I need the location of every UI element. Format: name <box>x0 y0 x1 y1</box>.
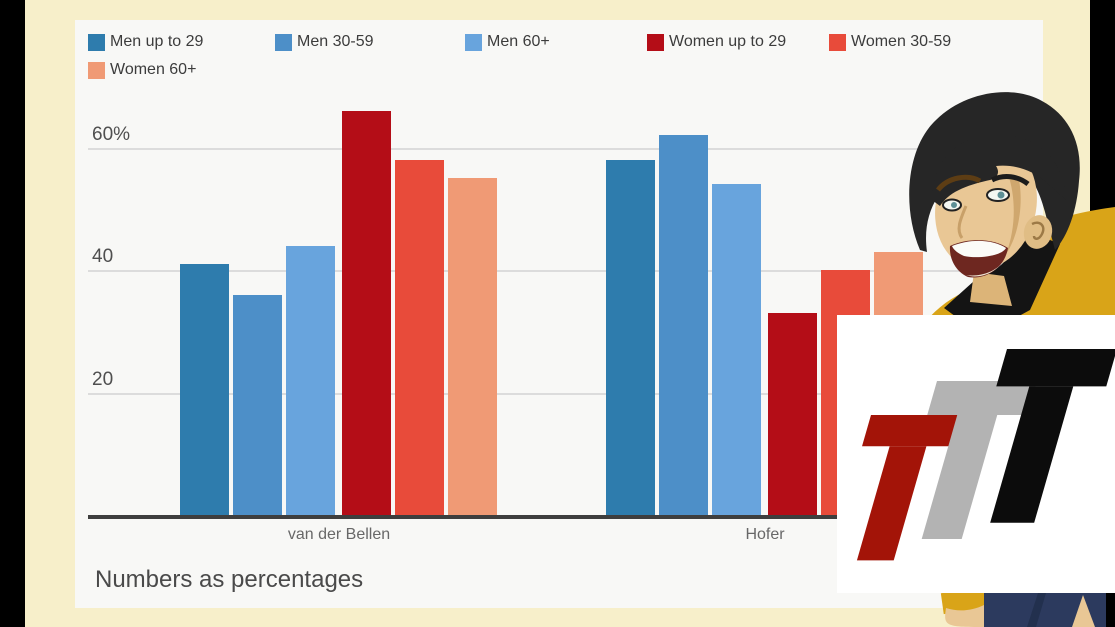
bar <box>448 178 497 515</box>
legend-swatch <box>88 33 105 51</box>
y-tick-label: 20 <box>92 368 114 390</box>
logo-letter-t <box>990 349 1115 523</box>
legend-label: Men 60+ <box>487 33 550 50</box>
bar <box>233 294 282 515</box>
x-axis-label: Hofer <box>745 526 785 543</box>
bar <box>606 159 655 515</box>
logo-watermark-box <box>837 315 1115 593</box>
legend-swatch <box>275 33 292 51</box>
ttt-logo-icon <box>856 349 1115 561</box>
x-axis-line <box>88 515 1038 519</box>
y-tick-label: 60% <box>92 123 131 145</box>
legend-item: Men up to 29 <box>88 33 203 51</box>
bar <box>286 245 335 515</box>
legend-label: Men up to 29 <box>110 33 204 50</box>
legend-label: Women 60+ <box>110 61 197 78</box>
legend-swatch <box>465 33 482 51</box>
gridline <box>88 270 1038 272</box>
legend-swatch <box>647 33 664 51</box>
legend-label: Women 30-59 <box>851 33 952 50</box>
gridline <box>88 147 1038 150</box>
bar <box>395 159 444 515</box>
legend-item: Women 60+ <box>88 61 196 79</box>
x-axis-label: van der Bellen <box>287 526 391 543</box>
bar <box>342 110 391 515</box>
legend-label: Men 30-59 <box>297 33 374 50</box>
legend-item: Women up to 29 <box>647 33 786 51</box>
chart-panel: Men up to 29 Men 30-59 Men 60+ Women up to … <box>75 20 1043 608</box>
gridline <box>88 392 1038 395</box>
legend-label: Women up to 29 <box>669 33 787 50</box>
y-tick-label: 40 <box>92 246 114 267</box>
bar <box>712 184 761 515</box>
logo-letter-t <box>921 381 1037 539</box>
legend-item: Women 30-59 <box>829 33 951 51</box>
chart-caption: Numbers as percentages <box>95 566 364 593</box>
legend-swatch <box>829 33 846 51</box>
legend-item: Men 30-59 <box>275 33 374 51</box>
bar <box>180 263 229 515</box>
legend-item: Men 60+ <box>465 33 550 51</box>
legend-swatch <box>88 61 105 79</box>
bar <box>659 135 708 515</box>
bar <box>768 312 817 515</box>
logo-letter-t <box>856 415 964 561</box>
